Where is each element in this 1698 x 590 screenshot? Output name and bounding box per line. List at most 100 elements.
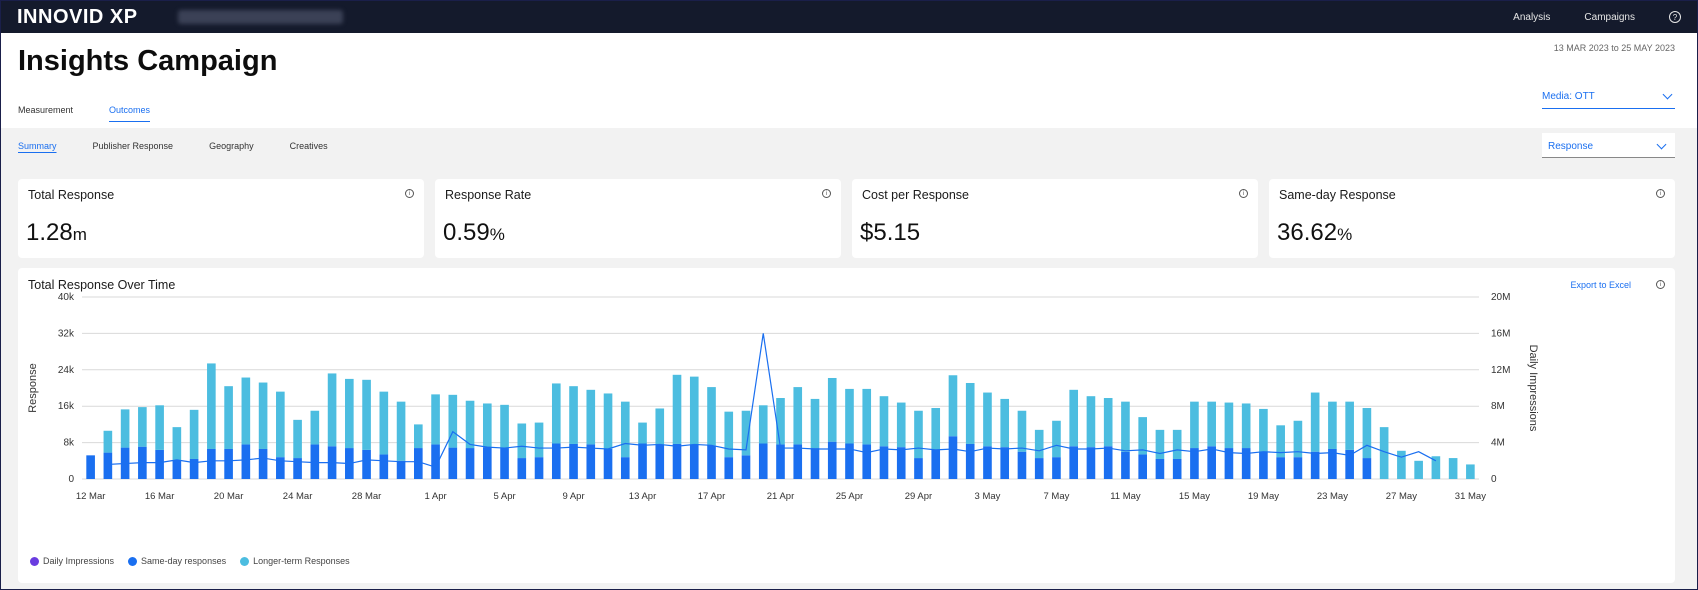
bar-same-day <box>207 448 216 479</box>
blurred-account-name <box>177 10 343 24</box>
bar-same-day <box>655 444 665 479</box>
bar-longer-term <box>551 383 561 444</box>
bar-longer-term <box>1190 401 1199 449</box>
bar-same-day <box>707 445 716 479</box>
bar-same-day <box>1069 446 1079 479</box>
bar-same-day <box>758 443 768 479</box>
bar-same-day <box>482 447 492 479</box>
bar-same-day <box>103 452 113 479</box>
bar-same-day <box>586 444 596 479</box>
bar-longer-term <box>1086 396 1096 448</box>
tab-measurement[interactable]: Measurement <box>18 105 74 115</box>
kpi-total-response: Total Response i 1.28m <box>18 179 424 258</box>
x-tick-label: 20 Mar <box>214 491 244 502</box>
bar-same-day <box>86 455 95 479</box>
bar-longer-term <box>620 401 630 458</box>
subtab-publisher-response[interactable]: Publisher Response <box>92 141 174 151</box>
nav-campaigns[interactable]: Campaigns <box>1584 11 1635 23</box>
x-tick-label: 28 Mar <box>352 491 382 502</box>
date-range[interactable]: 13 MAR 2023 to 25 MAY 2023 <box>1553 43 1675 53</box>
bar-longer-term <box>1155 429 1165 459</box>
legend-same-day[interactable]: Same-day responses <box>128 556 226 566</box>
total-response-chart: 0 8k 16k 24k 32k 40k 0 4M 8M 12M 16M 20M Response Dai… <box>27 292 1539 502</box>
x-tick-label: 16 Mar <box>145 491 175 502</box>
bar-longer-term <box>431 394 440 445</box>
bar-same-day <box>500 448 509 479</box>
bar-longer-term <box>1052 420 1061 458</box>
media-select[interactable]: Media: OTT <box>1542 89 1675 109</box>
bar-same-day <box>1310 451 1320 479</box>
subtab-creatives[interactable]: Creatives <box>289 141 328 151</box>
kpi-label: Same-day Response <box>1279 188 1396 202</box>
bar-longer-term <box>724 411 734 458</box>
x-tick-label: 3 May <box>975 491 1001 502</box>
info-icon[interactable]: i <box>405 189 414 198</box>
bar-longer-term <box>120 409 130 448</box>
bar-same-day <box>431 444 440 479</box>
nav-analysis[interactable]: Analysis <box>1513 11 1551 23</box>
bar-longer-term <box>310 410 320 445</box>
bar-longer-term <box>569 386 578 444</box>
bar-longer-term <box>379 391 389 455</box>
bar-longer-term <box>517 423 527 459</box>
bar-same-day <box>1362 458 1372 479</box>
bar-longer-term <box>500 404 509 449</box>
x-tick-label: 25 Apr <box>836 491 863 502</box>
tab-outcomes[interactable]: Outcomes <box>109 105 151 122</box>
info-icon[interactable]: i <box>822 189 831 198</box>
bar-same-day <box>1172 458 1182 479</box>
bar-longer-term <box>345 378 354 449</box>
bar-same-day <box>827 441 837 479</box>
bar-longer-term <box>1466 464 1475 479</box>
kpi-value: 1.28m <box>26 219 87 246</box>
main-tabs: Measurement Outcomes <box>18 105 151 122</box>
bar-longer-term <box>103 430 113 453</box>
y2-axis-label: Daily Impressions <box>1527 345 1539 432</box>
legend-daily-impressions[interactable]: Daily Impressions <box>30 556 114 566</box>
info-icon[interactable]: i <box>1656 280 1665 289</box>
app-logo[interactable]: INNOVID XP <box>17 5 138 28</box>
bar-same-day <box>672 443 682 479</box>
bar-longer-term <box>448 394 458 448</box>
bar-same-day <box>1017 451 1027 479</box>
bar-same-day <box>1000 447 1010 479</box>
bar-longer-term <box>482 403 492 448</box>
bar-longer-term <box>1172 429 1182 459</box>
bar-same-day <box>638 443 647 479</box>
bar-longer-term <box>534 422 544 458</box>
kpi-value: $5.15 <box>860 219 921 246</box>
x-tick-label: 23 May <box>1317 491 1348 502</box>
bar-same-day <box>396 460 406 479</box>
subtab-summary[interactable]: Summary <box>18 141 57 151</box>
legend-longer-term[interactable]: Longer-term Responses <box>240 556 350 566</box>
bar-same-day <box>1345 449 1354 479</box>
bar-same-day <box>276 457 285 479</box>
help-icon[interactable]: ? <box>1669 11 1681 23</box>
bar-longer-term <box>1293 420 1303 458</box>
response-select[interactable]: Response <box>1542 133 1675 158</box>
y2-tick-label: 4M <box>1491 438 1505 449</box>
info-icon[interactable]: i <box>1656 189 1665 198</box>
bar-longer-term <box>258 382 268 449</box>
legend-swatch <box>240 556 250 566</box>
bar-same-day <box>465 448 475 479</box>
bar-same-day <box>1276 457 1285 479</box>
page-header: Insights Campaign 13 MAR 2023 to 25 MAY … <box>1 33 1697 128</box>
bar-longer-term <box>896 402 906 448</box>
bar-same-day <box>224 448 233 479</box>
y-tick-label: 0 <box>68 474 74 485</box>
total-response-chart-card: 0 8k 16k 24k 32k 40k 0 4M 8M 12M 16M 20M Response Dai… <box>18 268 1675 583</box>
chart-legend: Daily Impressions Same-day responses Lon… <box>30 556 350 566</box>
export-to-excel-link[interactable]: Export to Excel <box>1570 280 1631 290</box>
subtab-geography[interactable]: Geography <box>209 141 254 151</box>
bar-same-day <box>879 446 889 479</box>
x-tick-label: 31 May <box>1455 491 1486 502</box>
bar-longer-term <box>1138 417 1147 455</box>
bar-longer-term <box>172 427 182 460</box>
info-icon[interactable]: i <box>1239 189 1248 198</box>
bar-longer-term <box>414 424 423 449</box>
bar-same-day <box>448 447 458 479</box>
chevron-down-icon <box>1656 139 1667 150</box>
y2-tick-label: 20M <box>1491 292 1510 303</box>
bar-same-day <box>1293 457 1303 479</box>
